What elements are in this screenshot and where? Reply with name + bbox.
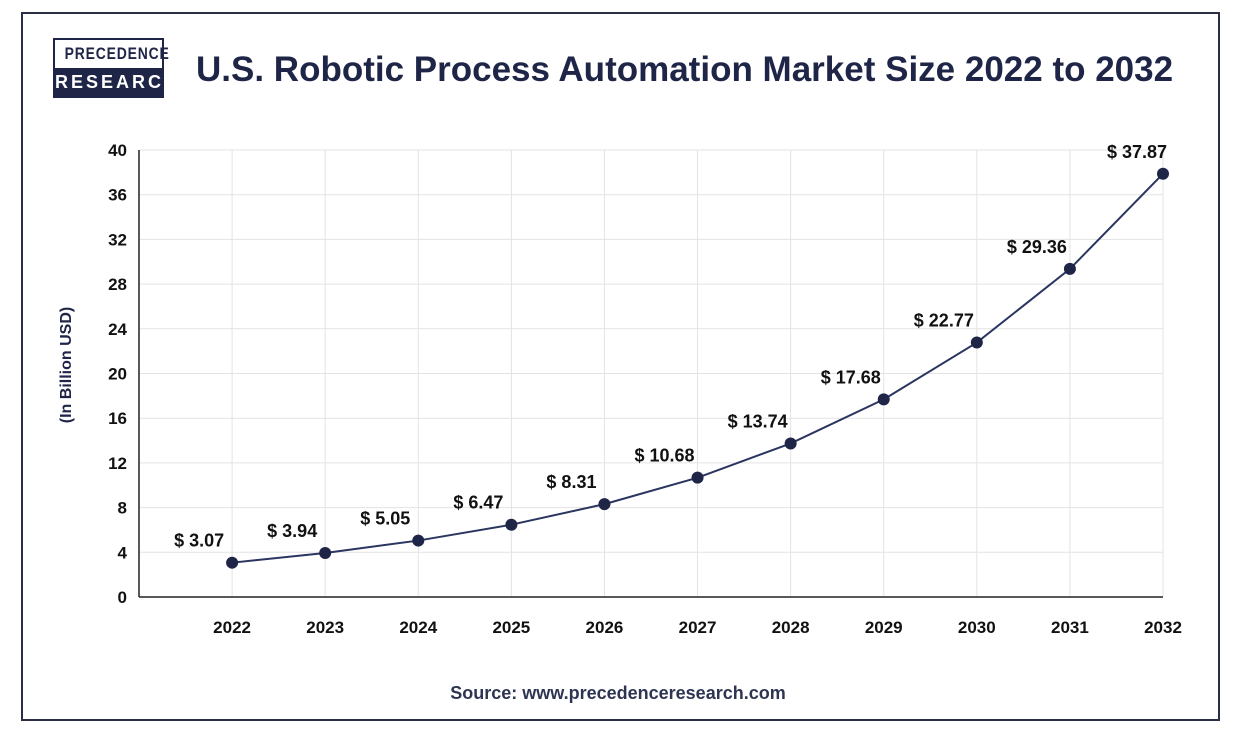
y-tick-label: 36 (108, 186, 127, 205)
y-tick-label: 32 (108, 230, 127, 249)
x-tick-label: 2030 (958, 618, 996, 637)
data-label: $ 6.47 (453, 493, 503, 513)
chart-frame (21, 12, 1220, 721)
y-tick-label: 20 (108, 365, 127, 384)
x-tick-label: 2031 (1051, 618, 1089, 637)
precedence-research-logo: PRECEDENCE RESEARCH (53, 38, 177, 98)
x-tick-label: 2026 (586, 618, 624, 637)
data-label: $ 3.94 (267, 521, 317, 541)
data-point (319, 546, 332, 559)
data-label: $ 29.36 (1007, 237, 1067, 257)
y-tick-label: 16 (108, 409, 127, 428)
data-point (226, 556, 239, 569)
y-tick-label: 12 (108, 454, 127, 473)
y-tick-label: 40 (108, 141, 127, 160)
data-label: $ 3.07 (174, 531, 224, 551)
y-tick-label: 28 (108, 275, 127, 294)
data-label: $ 10.68 (635, 446, 695, 466)
data-point (412, 534, 425, 547)
y-tick-label: 8 (118, 499, 127, 518)
data-label: $ 13.74 (728, 411, 788, 431)
data-point (877, 393, 890, 406)
data-label: $ 8.31 (546, 472, 596, 492)
data-label: $ 5.05 (360, 509, 410, 529)
y-tick-label: 4 (118, 543, 128, 562)
data-point (784, 437, 797, 450)
y-tick-label: 0 (118, 588, 127, 607)
data-point (1063, 262, 1076, 275)
x-tick-label: 2032 (1144, 618, 1182, 637)
source-credit: Source: www.precedenceresearch.com (450, 683, 786, 703)
y-tick-label: 24 (108, 320, 127, 339)
x-tick-label: 2029 (865, 618, 903, 637)
data-label: $ 17.68 (821, 367, 881, 387)
data-point (598, 498, 611, 511)
x-tick-label: 2025 (492, 618, 530, 637)
chart-title: U.S. Robotic Process Automation Market S… (196, 50, 1174, 89)
data-label: $ 37.87 (1107, 142, 1167, 162)
x-tick-label: 2023 (306, 618, 344, 637)
x-tick-label: 2024 (399, 618, 437, 637)
data-label: $ 22.77 (914, 311, 974, 331)
logo-line1: PRECEDENCE (64, 44, 170, 63)
x-tick-label: 2028 (772, 618, 810, 637)
x-tick-label: 2027 (679, 618, 717, 637)
data-point (691, 471, 704, 484)
data-point (505, 518, 518, 531)
data-point (970, 336, 983, 349)
logo-line2: RESEARCH (55, 68, 177, 96)
x-tick-label: 2022 (213, 618, 251, 637)
data-point (1157, 167, 1169, 180)
